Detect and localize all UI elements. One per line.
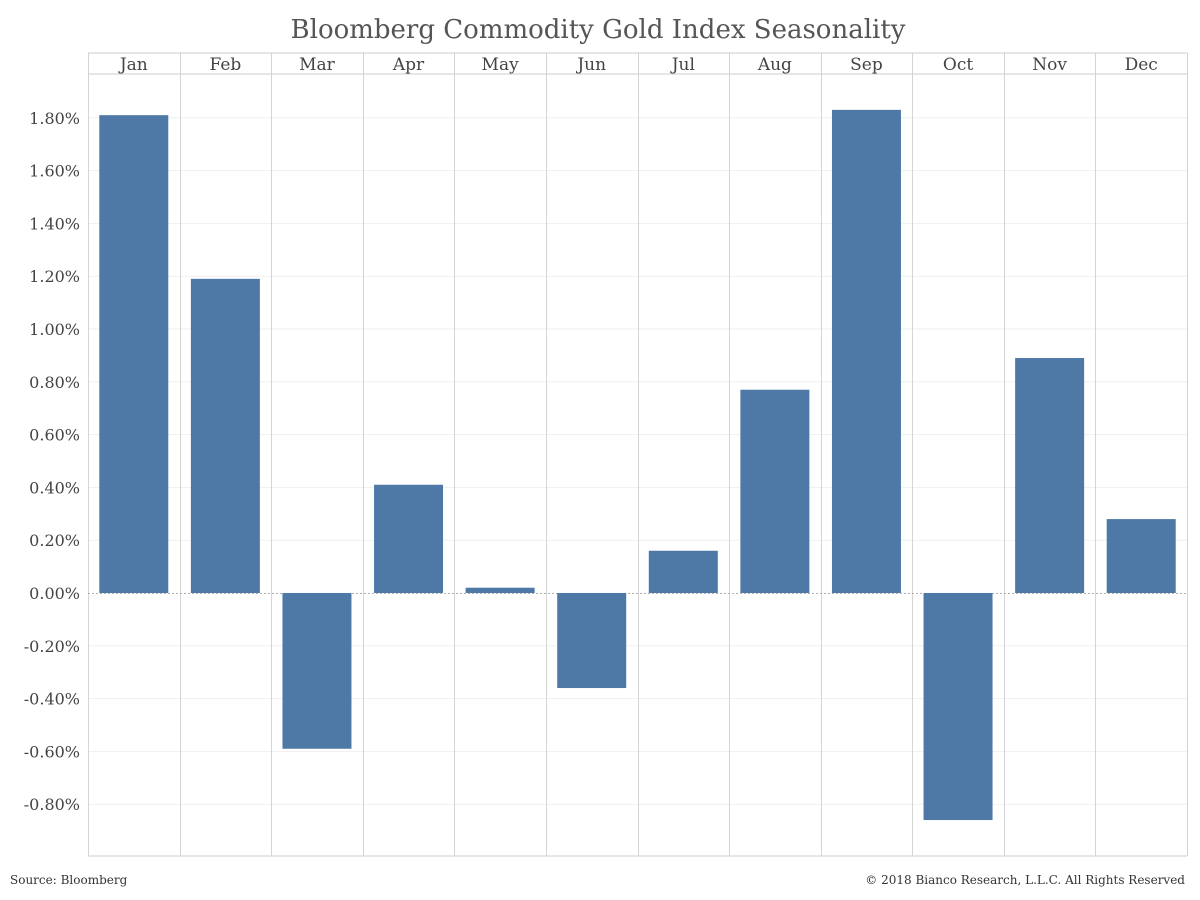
month-label-aug: Aug bbox=[757, 55, 792, 75]
y-tick-label: -0.80% bbox=[24, 795, 80, 814]
month-label-oct: Oct bbox=[943, 55, 973, 75]
y-tick-label: 1.80% bbox=[29, 109, 80, 128]
y-tick-label: 0.80% bbox=[29, 373, 80, 392]
chart-title: Bloomberg Commodity Gold Index Seasonali… bbox=[291, 15, 906, 45]
y-tick-label: 0.00% bbox=[29, 584, 80, 603]
bar-apr bbox=[374, 484, 444, 593]
bar-jun bbox=[557, 593, 627, 689]
y-tick-label: 1.00% bbox=[29, 320, 80, 339]
y-tick-label: 0.40% bbox=[29, 478, 80, 497]
bars-layer bbox=[99, 109, 1176, 821]
month-label-may: May bbox=[482, 55, 520, 75]
y-tick-label: -0.40% bbox=[24, 690, 80, 709]
y-tick-label: 1.60% bbox=[29, 162, 80, 181]
labels-layer: 1.80% 1.60% 1.40% 1.20% 1.00% 0.80% 0.60% 0.40%… bbox=[24, 55, 1158, 814]
bar-dec bbox=[1106, 519, 1176, 593]
bar-may bbox=[465, 587, 535, 593]
month-label-mar: Mar bbox=[299, 55, 336, 75]
bar-oct bbox=[923, 593, 993, 821]
grid-layer bbox=[88, 52, 1188, 857]
source-note: Source: Bloomberg bbox=[10, 873, 128, 887]
month-label-nov: Nov bbox=[1032, 55, 1067, 75]
y-tick-label: 1.20% bbox=[29, 267, 80, 286]
month-label-jun: Jun bbox=[575, 55, 606, 75]
bar-jan bbox=[99, 115, 169, 593]
month-label-dec: Dec bbox=[1125, 55, 1158, 75]
month-label-feb: Feb bbox=[209, 55, 241, 75]
month-label-jan: Jan bbox=[118, 55, 148, 75]
bar-mar bbox=[282, 593, 352, 749]
bar-nov bbox=[1015, 358, 1085, 593]
month-label-apr: Apr bbox=[392, 55, 425, 75]
month-label-jul: Jul bbox=[670, 55, 695, 75]
y-tick-label: 0.20% bbox=[29, 531, 80, 550]
bar-sep bbox=[831, 109, 901, 593]
bar-aug bbox=[740, 389, 810, 593]
copyright-note: © 2018 Bianco Research, L.L.C. All Right… bbox=[865, 873, 1185, 887]
y-tick-label: -0.60% bbox=[24, 742, 80, 761]
bar-jul bbox=[648, 550, 718, 593]
y-tick-label: 1.40% bbox=[29, 214, 80, 233]
y-tick-label: 0.60% bbox=[29, 426, 80, 445]
y-tick-label: -0.20% bbox=[24, 637, 80, 656]
bar-feb bbox=[190, 278, 260, 593]
month-label-sep: Sep bbox=[850, 55, 883, 75]
